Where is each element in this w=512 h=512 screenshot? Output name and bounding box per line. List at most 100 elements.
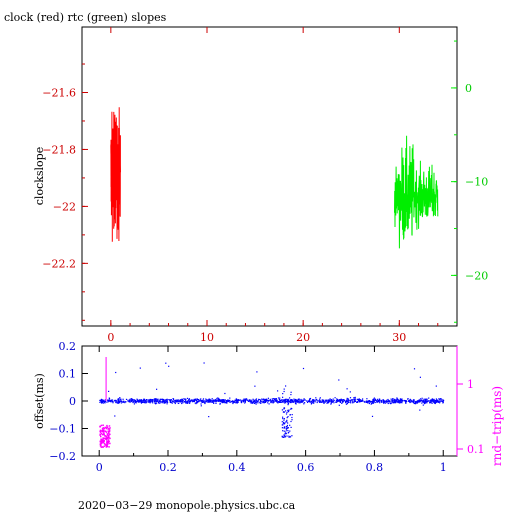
offset-point (220, 400, 222, 402)
roundtrip-point (103, 437, 105, 439)
offset-point (333, 402, 335, 404)
offset-point (168, 365, 170, 367)
offset-point (144, 401, 146, 403)
offset-point (269, 398, 271, 400)
offset-point (297, 399, 299, 401)
offset-point (261, 398, 263, 400)
offset-point (192, 401, 194, 403)
offset-point (332, 398, 334, 400)
offset-point (229, 397, 231, 399)
offset-point (196, 398, 198, 400)
offset-point (421, 397, 423, 399)
roundtrip-point (101, 429, 104, 432)
offset-point (275, 399, 277, 401)
offset-point (147, 399, 149, 401)
offset-point (291, 399, 293, 401)
offset-point (285, 398, 287, 400)
offset-point (121, 400, 123, 402)
offset-point (378, 400, 380, 403)
footer-host-date: 2020−03−29 monopole.physics.ubc.ca (78, 499, 296, 512)
offset-point (157, 400, 159, 402)
offset-point (439, 401, 441, 403)
offset-point (346, 399, 348, 401)
roundtrip-point (105, 435, 108, 437)
offset-point (180, 400, 182, 403)
offset-point (421, 402, 423, 404)
offset-point (107, 400, 110, 402)
offset-point (401, 401, 403, 403)
offset-point (385, 401, 388, 403)
offset-point (354, 399, 356, 401)
top-right-tick-label: −20 (465, 269, 488, 282)
offset-point (396, 399, 398, 401)
offset-point (424, 399, 426, 401)
offset-point (99, 401, 101, 403)
roundtrip-point (103, 445, 106, 447)
offset-point (221, 399, 223, 401)
offset-point (391, 402, 393, 404)
offset-point (357, 401, 359, 403)
offset-point (376, 400, 378, 402)
offset-point (156, 402, 158, 404)
offset-point (298, 399, 300, 401)
offset-point (316, 401, 318, 404)
offset-point (435, 385, 437, 387)
offset-point (257, 402, 259, 404)
offset-point (163, 399, 165, 401)
offset-dip-point (283, 436, 285, 438)
offset-dip-point (290, 391, 292, 393)
offset-point (114, 415, 116, 417)
offset-point (161, 402, 163, 404)
offset-point (251, 401, 253, 403)
offset-dip-point (286, 419, 288, 421)
roundtrip-point (99, 431, 102, 433)
roundtrip-point (102, 441, 105, 443)
offset-point (165, 400, 167, 402)
offset-point (264, 398, 267, 400)
offset-dip-point (286, 411, 288, 414)
offset-point (314, 401, 316, 403)
offset-point (386, 399, 388, 401)
roundtrip-point (109, 442, 111, 445)
offset-point (399, 401, 401, 403)
offset-point (313, 399, 315, 401)
offset-point (229, 401, 231, 403)
offset-point (307, 400, 309, 402)
offset-point (334, 397, 336, 399)
offset-dip-point (283, 408, 285, 410)
offset-point (411, 400, 413, 402)
offset-point (156, 400, 158, 402)
offset-point (295, 399, 298, 401)
offset-point (164, 402, 166, 404)
offset-point (433, 402, 436, 404)
offset-point (235, 399, 237, 401)
roundtrip-point (101, 442, 103, 445)
bottom-left-tick-label: 0 (69, 395, 76, 408)
offset-point (149, 401, 151, 403)
offset-point (285, 399, 287, 401)
offset-point (219, 402, 221, 404)
offset-point (294, 402, 297, 405)
offset-point (349, 391, 351, 393)
offset-point (298, 398, 300, 400)
offset-point (270, 401, 272, 403)
offset-point (194, 399, 196, 401)
offset-point (379, 398, 381, 400)
offset-point (313, 402, 315, 404)
offset-point (241, 399, 243, 401)
offset-point (373, 399, 376, 401)
offset-point (353, 401, 355, 403)
top-left-tick-label: −21.6 (42, 86, 76, 99)
offset-point (259, 401, 261, 403)
offset-point (408, 400, 410, 402)
offset-point (276, 401, 278, 403)
roundtrip-point (106, 437, 108, 439)
offset-point (253, 400, 255, 403)
offset-point (372, 399, 374, 401)
offset-dip-point (283, 390, 285, 393)
offset-point (164, 399, 166, 401)
offset-dip-point (287, 432, 289, 434)
offset-point (128, 401, 130, 403)
offset-point (287, 402, 290, 405)
roundtrip-point (107, 435, 110, 437)
